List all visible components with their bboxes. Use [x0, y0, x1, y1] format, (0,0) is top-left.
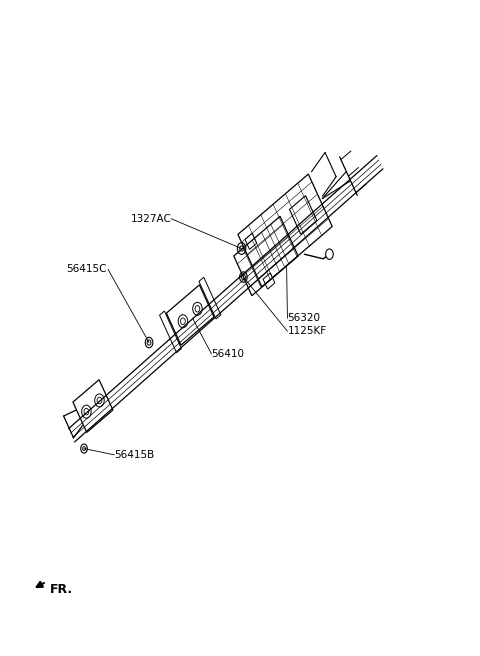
Text: 56415C: 56415C — [67, 264, 107, 274]
Text: 56410: 56410 — [212, 349, 244, 359]
Text: 1327AC: 1327AC — [131, 214, 171, 224]
Text: 56320: 56320 — [288, 314, 321, 323]
Circle shape — [325, 249, 333, 259]
Text: 1125KF: 1125KF — [288, 326, 326, 337]
Text: FR.: FR. — [50, 583, 73, 596]
Text: 56415B: 56415B — [114, 450, 155, 460]
